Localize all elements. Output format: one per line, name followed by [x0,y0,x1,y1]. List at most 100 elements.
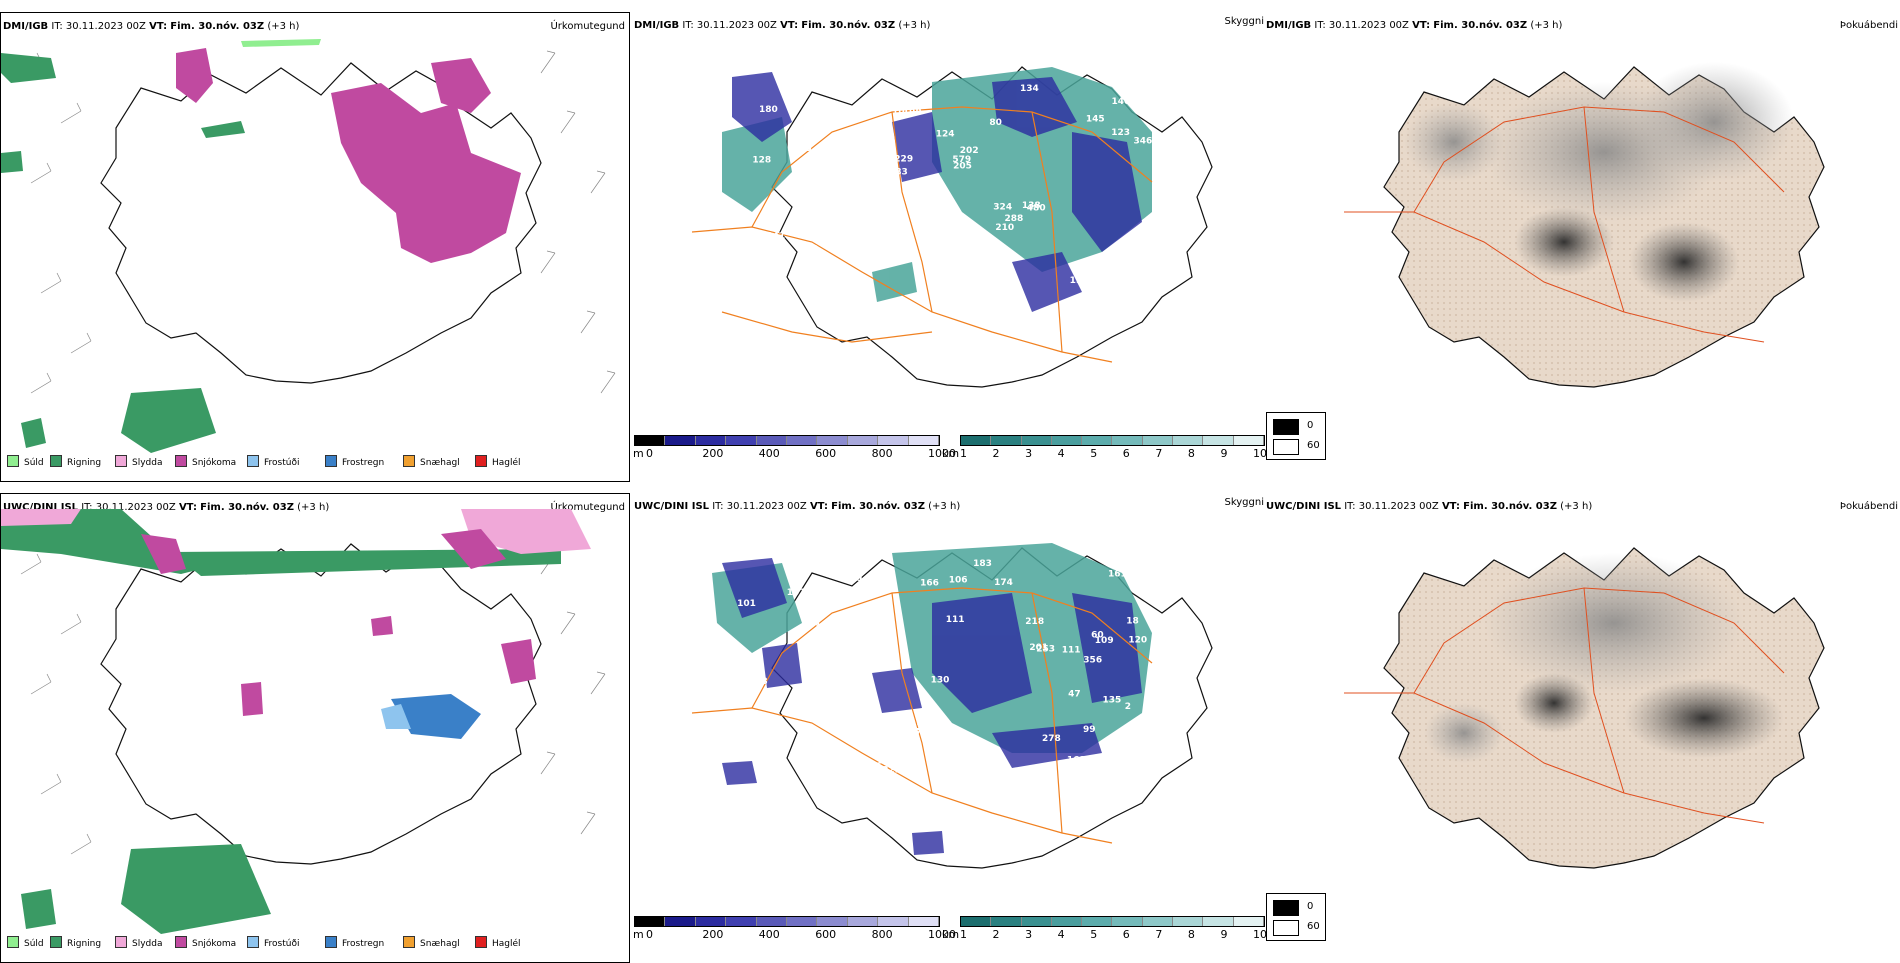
panel-header: DMI/IGB IT: 30.11.2023 00Z VT: Fim. 30.n… [3,21,299,32]
legend-swatch [115,455,127,467]
init-time: IT: 30.11.2023 00Z [51,21,146,32]
cloud-map: 92 128 140 147 80 77 10 124 141 507 77 180 198 202 480… [691,66,1213,388]
snow-areas [176,48,521,263]
ceiling-value-label: 31 [845,734,858,744]
ceiling-value-label: 383 [889,168,908,178]
fog-map [1344,62,1825,388]
colorbar-segment [1142,917,1174,926]
colorbar-tick: 800 [871,447,893,460]
colorbar-segment [695,436,727,445]
panel-header: UWC/DINI ISL IT: 30.11.2023 00Z VT: Fim.… [1266,501,1592,512]
legend-label: Slydda [132,458,163,468]
colorbar-unit: m [633,447,644,460]
valid-label: VT: [780,20,799,31]
ceiling-value-label: 324 [993,202,1012,212]
legend-item: Haglél [475,455,521,468]
ceiling-value-label: 2 [1125,702,1131,712]
ceiling-value-label: 229 [894,155,913,165]
legend-item: Frostúði [247,936,299,949]
lead-time: (+3 h) [267,21,300,32]
colorbar-tick: 200 [702,447,724,460]
legend-item: Snæhagl [403,455,460,468]
panel-header: UWC/DINI ISL IT: 30.11.2023 00Z VT: Fim.… [634,501,960,512]
ceiling-value-label: 92 [1104,277,1117,287]
legend-swatch [50,455,62,467]
legend-label: Snjókoma [192,458,237,468]
colorbar-segment [787,436,818,445]
colorbar-unit: km [942,928,960,941]
freezing-drizzle-area [381,704,411,729]
colorbar-tick: 0 [646,447,653,460]
colorbar-segment [1021,917,1052,926]
colorbar-tick: 5 [1090,447,1098,460]
ceiling-value-label: 140 [1112,97,1131,107]
ceiling-areas [732,72,1142,312]
ceiling-value-label: 88 [755,677,768,687]
roads [1344,106,1785,343]
model-name: DMI/IGB [1266,20,1312,31]
init-time: IT: 30.11.2023 00Z [682,20,777,31]
legend-item: Frostregn [325,455,384,468]
ceiling-value-label: 183 [973,559,992,569]
ceiling-value-label: 106 [949,576,968,586]
valid-time: Fim. 30.nóv. 03Z [1463,501,1557,512]
colorbar-segment [1082,436,1113,445]
ceiling-value-label: 86 [1110,740,1123,750]
legend-swatch [7,936,19,948]
colorbar-segment [1173,917,1204,926]
ceiling-value-label: 174 [994,578,1013,588]
ceiling-value-label: 172 [909,728,928,738]
colorbar-segment [1203,436,1234,445]
colorbar-tick: 6 [1122,447,1130,460]
ceiling-value-label: 10 [892,107,905,117]
legend-label: Súld [24,458,44,468]
ceiling-value-label: 218 [1025,617,1044,627]
param-label: Skyggni [1224,16,1264,27]
valid-time: Fim. 30.nóv. 03Z [200,502,294,513]
ceiling-value-label: 68 [854,564,867,574]
ceiling-value-label: 10 [980,759,993,769]
ceiling-value-label: 153 [889,246,908,256]
colorbar-tick: 600 [815,447,837,460]
legend-item: Snjókoma [175,936,236,949]
colorbar-segment [1082,917,1113,926]
ceiling-value-label: 408 [849,769,868,779]
ceiling-value-label: 128 [752,156,771,166]
colorbar-tick: 2 [992,447,1000,460]
colorbar-segment [635,436,666,445]
freezing-rain-area [391,694,481,739]
colorbar-segment [991,917,1022,926]
ceiling-value-label: 77 [747,673,760,683]
ceiling-value-label: 101 [737,599,756,609]
sleet-area [1,509,81,526]
ceiling-value-label: 81 [745,728,758,738]
legend-dark-swatch [1273,419,1299,435]
colorbar-segment [665,917,696,926]
colorbar-tick: 400 [758,928,780,941]
ceiling-value-label: 262 [840,136,859,146]
rain-areas [1,53,245,453]
fog-map [1344,547,1825,869]
ceiling-value-label: 108 [1151,148,1170,158]
cloud-panel-bottom: UWC/DINI ISL IT: 30.11.2023 00Z VT: Fim.… [632,493,1267,963]
colorbar-segment [817,436,848,445]
init-time: IT: 30.11.2023 00Z [1314,20,1409,31]
rain-areas-south [21,844,271,934]
colorbar-segment [787,917,818,926]
colorbar-segment [1233,917,1264,926]
fog-zone [1514,673,1594,733]
colorbar-tick: 1000 [928,447,956,460]
legend-light-value: 60 [1307,440,1320,451]
colorbar-tick: 4 [1057,447,1065,460]
colorbar-tick: 400 [758,447,780,460]
model-name: UWC/DINI ISL [634,501,710,512]
legend-swatch [403,936,415,948]
param-label: Þokuábendi [1839,20,1898,31]
ceiling-value-label: 205 [953,161,972,171]
coastline [100,543,542,865]
fog-zone [1424,703,1504,763]
legend-item: Snjókoma [175,455,236,468]
valid-label: VT: [149,21,168,32]
colorbar-segment [991,436,1022,445]
ceiling-value-label: 222 [882,766,901,776]
